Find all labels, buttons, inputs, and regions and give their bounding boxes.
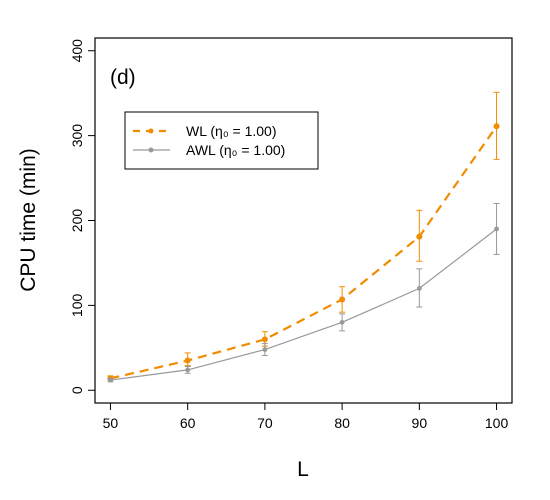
y-tick-label: 0: [69, 386, 85, 394]
series-awl: [107, 203, 500, 383]
data-point: [339, 296, 346, 303]
panel-label: (d): [110, 66, 136, 89]
x-axis-title: L: [297, 458, 309, 481]
x-tick-label: 100: [485, 415, 509, 431]
legend-marker: [148, 128, 154, 134]
x-tick-label: 90: [412, 415, 428, 431]
data-point: [416, 233, 423, 240]
data-point: [184, 357, 191, 364]
series-wl: [107, 91, 500, 382]
data-point: [262, 347, 268, 352]
x-tick-label: 50: [103, 415, 119, 431]
data-point: [494, 226, 499, 232]
y-tick-label: 400: [69, 39, 85, 63]
axes: 50 60 70 80 90 100 0 100 200 300 400: [69, 39, 508, 431]
legend-box: [124, 111, 319, 170]
legend-marker: [148, 147, 154, 153]
y-axis-title: CPU time (min): [17, 148, 40, 292]
y-tick-label: 100: [69, 293, 85, 317]
data-point: [339, 319, 345, 325]
data-point: [108, 377, 113, 383]
data-point: [261, 336, 268, 343]
y-tick-label: 300: [69, 124, 85, 148]
legend-item-awl: AWL (η₀ = 1.00): [133, 142, 285, 158]
y-tick-label: 200: [69, 209, 85, 233]
legend-item-wl: WL (η₀ = 1.00): [133, 123, 277, 139]
data-point: [416, 286, 422, 291]
series-line: [110, 125, 498, 380]
data-point: [493, 123, 500, 130]
series-layer: [107, 91, 500, 383]
legend-label: AWL (η₀ = 1.00): [186, 142, 285, 158]
series-line: [110, 228, 497, 381]
legend-items: WL (η₀ = 1.00) AWL (η₀ = 1.00): [133, 123, 285, 158]
plot-frame: [94, 37, 513, 404]
legend: WL (η₀ = 1.00) AWL (η₀ = 1.00): [124, 111, 319, 170]
x-tick-label: 70: [257, 415, 273, 431]
x-tick-label: 80: [334, 415, 350, 431]
legend-label: WL (η₀ = 1.00): [186, 123, 277, 139]
x-tick-label: 60: [180, 415, 196, 431]
data-point: [185, 367, 191, 373]
